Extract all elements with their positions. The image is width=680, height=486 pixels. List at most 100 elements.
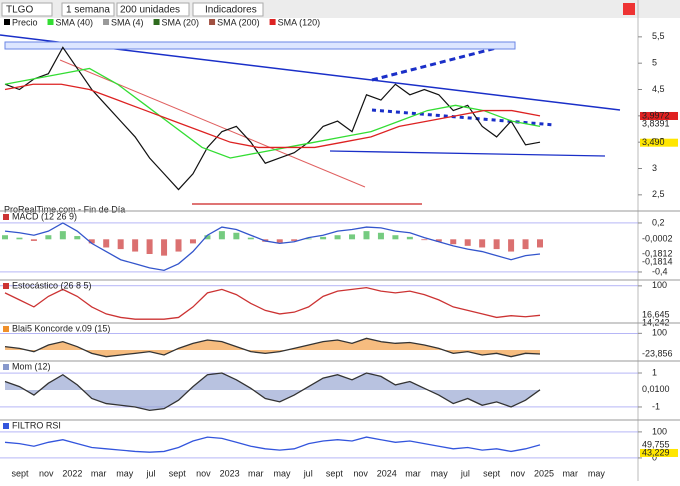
last-value-box — [640, 311, 678, 320]
bar — [2, 235, 8, 240]
last-value-box — [640, 258, 678, 267]
bar — [233, 232, 240, 240]
x-tick-label: jul — [145, 468, 155, 478]
trendline — [329, 150, 606, 157]
x-tick-label: may — [273, 468, 291, 478]
legend-entry: Precio — [12, 17, 38, 27]
indicators-box[interactable] — [192, 2, 264, 17]
close-icon[interactable] — [623, 3, 635, 15]
bar — [349, 234, 356, 240]
source: ProRealTime.com - Fin de Día — [4, 204, 125, 214]
zone — [4, 41, 516, 50]
bar — [435, 239, 442, 242]
bar — [132, 239, 139, 252]
x-tick-label: may — [116, 468, 134, 478]
x-tick-label: nov — [196, 468, 211, 478]
bar — [363, 231, 370, 240]
bar — [377, 232, 384, 240]
bar — [464, 239, 471, 246]
period[interactable]: 1 semana — [66, 5, 110, 16]
bar — [450, 239, 457, 245]
trendline — [371, 108, 556, 127]
x-tick-label: mar — [91, 468, 107, 478]
legend-swatch — [153, 19, 160, 25]
bar — [334, 235, 341, 240]
legend-entry: SMA (4) — [111, 17, 144, 27]
bar — [117, 239, 124, 250]
x-tick-label: sept — [326, 468, 344, 478]
bar — [59, 231, 66, 240]
last-value-label: 49,755 — [642, 439, 670, 449]
bar — [247, 237, 254, 240]
x-tick-label: mar — [562, 468, 578, 478]
bar — [508, 239, 515, 252]
symbol-box[interactable] — [1, 2, 53, 17]
y-tick-label: 5 — [652, 58, 657, 68]
bar — [479, 239, 486, 248]
last-value-box — [640, 250, 678, 259]
last-value-label: 3,9972 — [642, 110, 670, 120]
bar — [204, 235, 211, 240]
y-tick-label: 100 — [652, 426, 667, 436]
bar — [421, 239, 428, 241]
trendline — [371, 45, 501, 82]
symbol[interactable]: TLGO — [6, 5, 33, 16]
units[interactable]: 200 unidades — [120, 5, 180, 16]
bar — [103, 239, 110, 248]
legend-swatch — [4, 19, 10, 25]
bar — [146, 239, 153, 255]
y-tick-label: 5,5 — [652, 31, 665, 41]
period-box[interactable] — [61, 2, 115, 17]
indicators[interactable]: Indicadores — [205, 5, 257, 16]
panel-title: Mom (12) — [12, 361, 51, 371]
bar — [16, 237, 23, 240]
bar — [320, 236, 327, 240]
area — [5, 338, 540, 357]
legend-swatch — [269, 19, 276, 25]
units-box[interactable] — [116, 2, 190, 17]
bar — [493, 239, 500, 250]
last-value-label: -0,1814 — [642, 256, 673, 266]
last-value-box — [640, 138, 678, 147]
x-tick-label: 2024 — [377, 468, 397, 478]
y-tick-label: 1 — [652, 367, 657, 377]
bar — [161, 239, 168, 256]
line — [4, 436, 541, 453]
y-tick-label: 4,5 — [652, 84, 665, 94]
bar — [30, 239, 37, 241]
last-value-label: 0,0100 — [642, 384, 670, 394]
x-tick-label: jul — [303, 468, 313, 478]
last-value-box — [640, 235, 678, 244]
bar — [218, 231, 225, 240]
x-tick-label: may — [588, 468, 606, 478]
y-tick-label: 100 — [652, 280, 667, 290]
trendline — [59, 59, 366, 188]
panel-title: Estocástico (26 8 5) — [12, 280, 92, 290]
x-tick-label: sept — [169, 468, 187, 478]
panel-icon — [3, 423, 9, 429]
bar — [305, 238, 312, 240]
line — [4, 83, 541, 149]
x-tick-label: sept — [11, 468, 29, 478]
line — [4, 372, 541, 412]
x-tick-label: jul — [460, 468, 470, 478]
bar — [291, 239, 298, 241]
panel-icon — [3, 326, 9, 332]
bar — [88, 239, 95, 244]
x-tick-label: mar — [248, 468, 264, 478]
legend-entry: SMA (120) — [278, 17, 321, 27]
y-tick-label: 3 — [652, 163, 657, 173]
x-tick-label: nov — [353, 468, 368, 478]
legend-swatch — [47, 19, 54, 25]
line — [4, 222, 541, 272]
y-tick-label: 2,5 — [652, 189, 665, 199]
y-tick-label: 0 — [652, 452, 657, 462]
bar — [189, 239, 196, 244]
bar — [74, 236, 81, 240]
y-tick-label: 100 — [652, 328, 667, 338]
legend-entry: SMA (20) — [162, 17, 200, 27]
last-value-label: -0,1812 — [642, 248, 673, 258]
last-value-box — [640, 111, 678, 120]
x-tick-label: mar — [405, 468, 421, 478]
